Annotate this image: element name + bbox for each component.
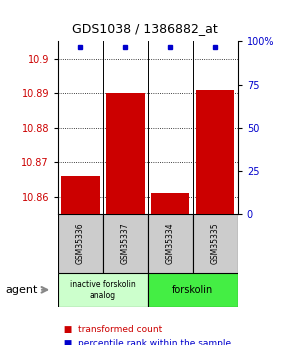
Bar (148, 214, 193, 273)
Bar (106, 93, 144, 214)
Bar (196, 90, 234, 214)
Text: ■  transformed count: ■ transformed count (58, 325, 162, 334)
Bar (151, 193, 189, 214)
Bar (148, 273, 238, 307)
Text: agent: agent (6, 285, 38, 295)
Text: GSM35337: GSM35337 (121, 223, 130, 264)
Bar (103, 214, 148, 273)
Text: inactive forskolin
analog: inactive forskolin analog (70, 280, 136, 299)
Text: GSM35336: GSM35336 (76, 223, 85, 264)
Bar (61, 176, 99, 214)
Bar (58, 214, 103, 273)
Bar (58, 273, 148, 307)
Text: ■  percentile rank within the sample: ■ percentile rank within the sample (58, 339, 231, 345)
Text: GSM35334: GSM35334 (166, 223, 175, 264)
Bar (193, 214, 238, 273)
Text: forskolin: forskolin (172, 285, 213, 295)
Text: GSM35335: GSM35335 (211, 223, 220, 264)
Text: GDS1038 / 1386882_at: GDS1038 / 1386882_at (72, 22, 218, 36)
